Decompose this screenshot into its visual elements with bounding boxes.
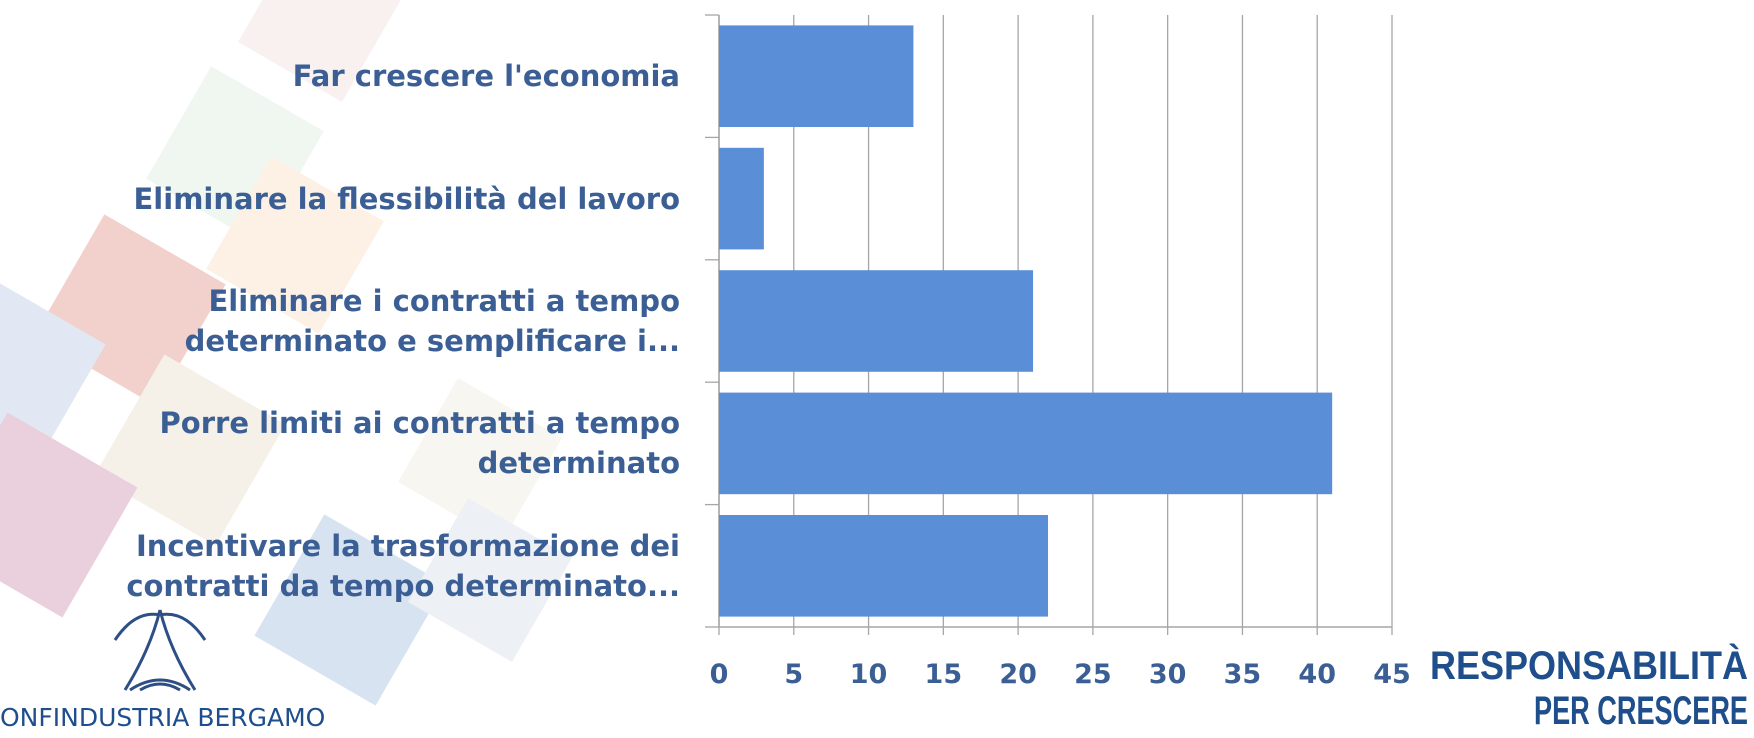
bar xyxy=(719,25,914,127)
bar xyxy=(719,270,1034,372)
logo-text: ONFINDUSTRIA BERGAMO xyxy=(0,703,325,732)
x-tick-label: 0 xyxy=(710,659,729,690)
category-label: Eliminare i contratti a tempo determinat… xyxy=(184,284,680,358)
logo-icon xyxy=(113,609,207,692)
x-tick-label: 30 xyxy=(1149,659,1187,690)
x-tick-label: 10 xyxy=(850,659,888,690)
category-label: Far crescere l'economia xyxy=(292,59,680,94)
x-tick-label: 5 xyxy=(784,659,803,690)
brand-line1: RESPONSABILITÀ xyxy=(1430,643,1748,688)
category-label: Porre limiti ai contratti a tempo determ… xyxy=(159,406,680,481)
background-pattern xyxy=(0,0,572,706)
category-label: Eliminare la flessibilità del lavoro xyxy=(133,181,681,216)
x-tick-label: 40 xyxy=(1298,659,1336,690)
bar xyxy=(719,147,764,250)
category-label: Incentivare la trasformazione dei contra… xyxy=(126,528,680,603)
x-tick-label: 35 xyxy=(1224,659,1262,690)
bar xyxy=(719,515,1049,617)
bar xyxy=(719,392,1333,495)
x-tick-label: 20 xyxy=(999,659,1037,690)
x-tick-label: 45 xyxy=(1373,659,1411,690)
x-tick-label: 25 xyxy=(1074,659,1112,690)
brand-line2: PER CRESCERE xyxy=(1534,689,1748,733)
x-tick-label: 15 xyxy=(925,659,963,690)
